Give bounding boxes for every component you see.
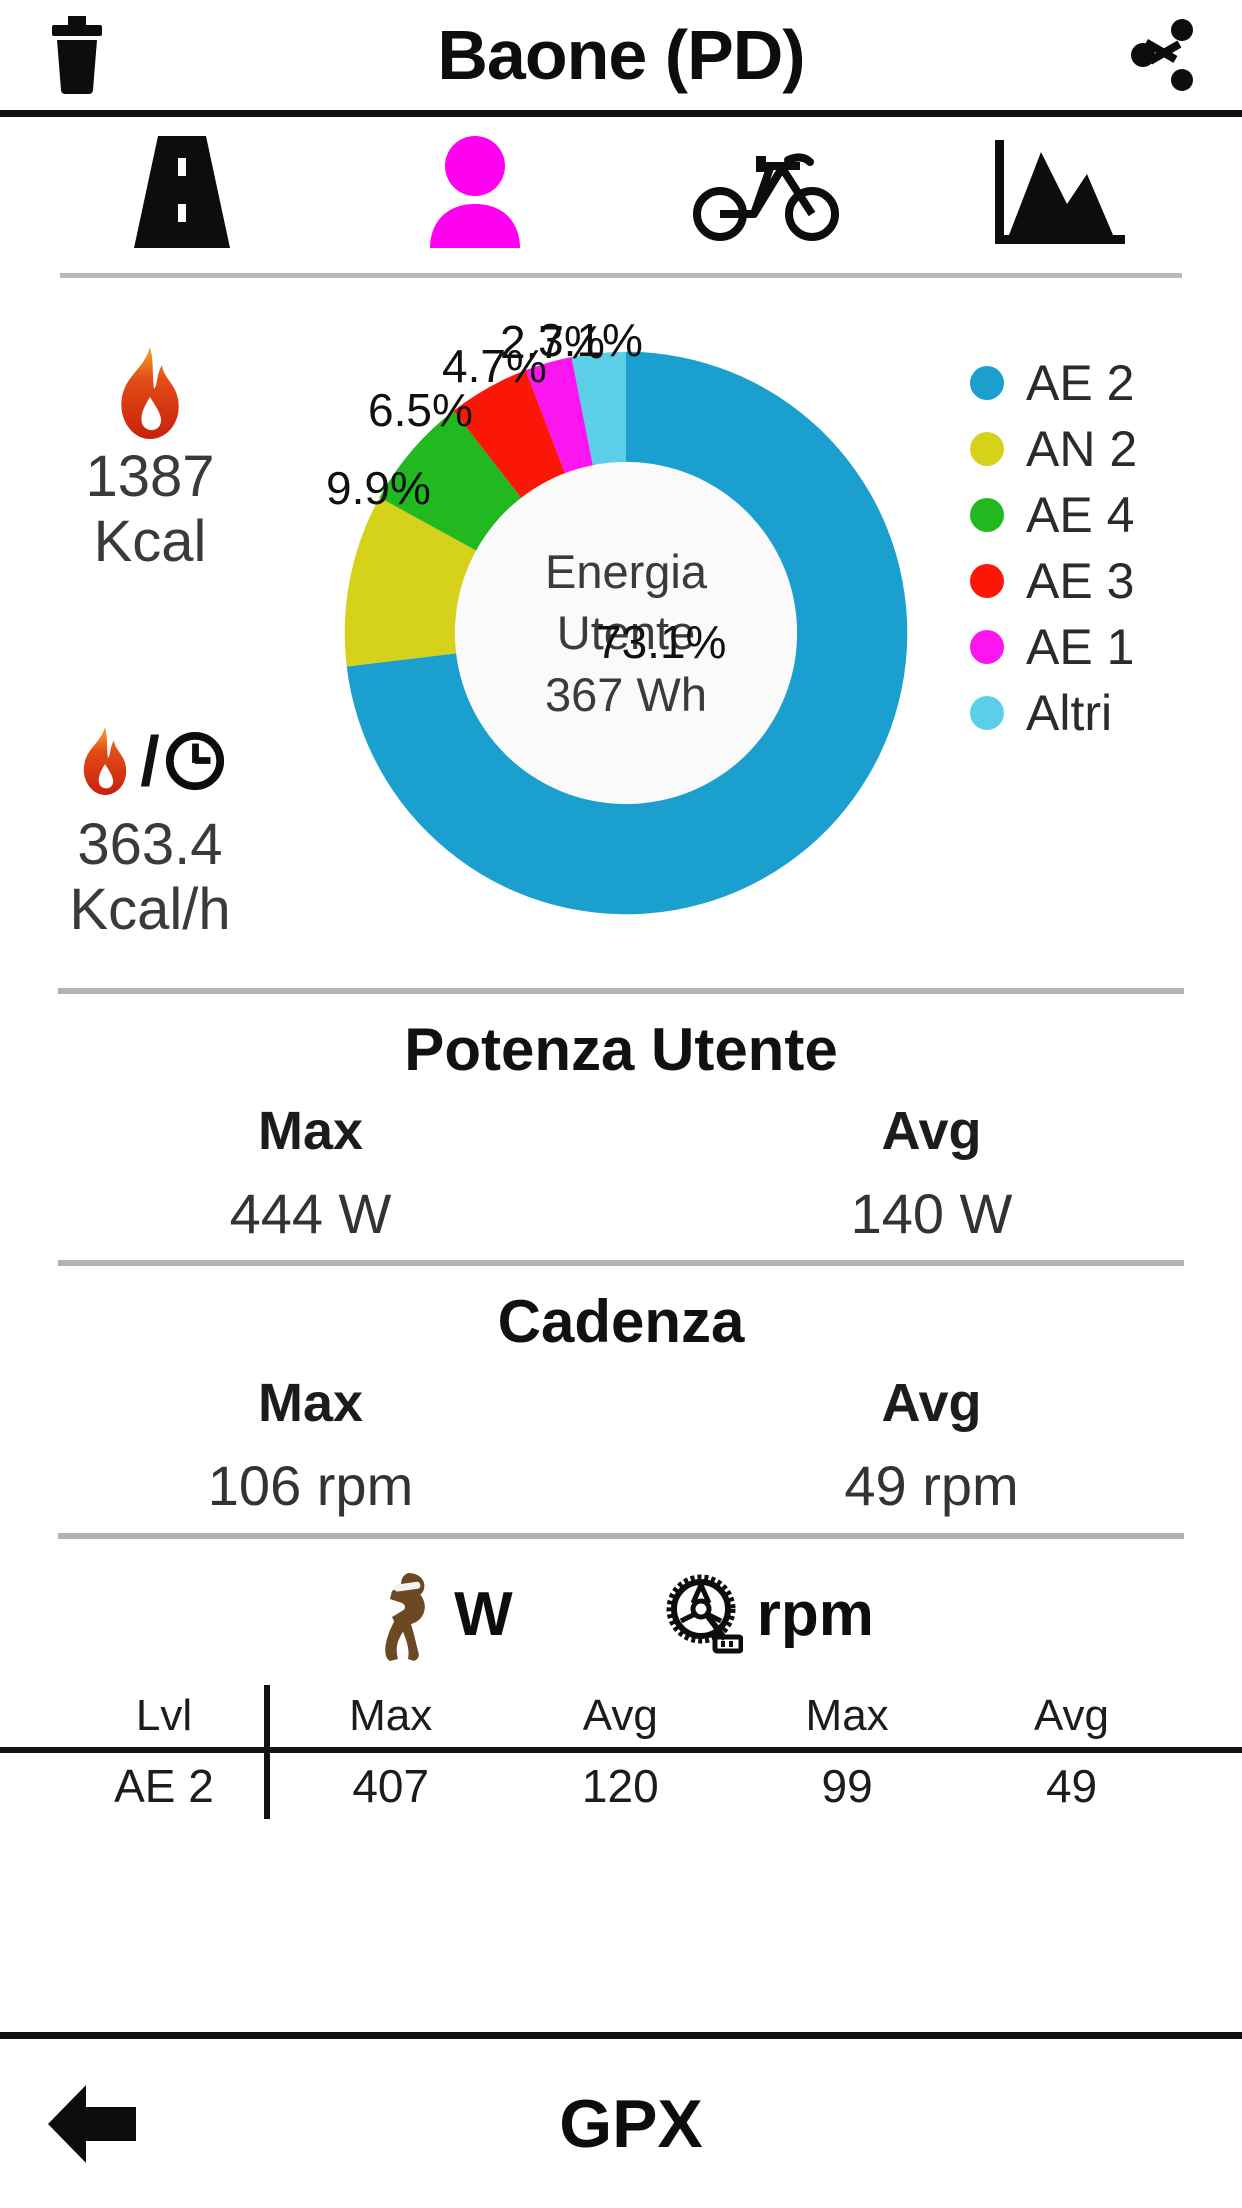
person-icon bbox=[429, 136, 520, 248]
table-cell-cadence-avg: 49 bbox=[1045, 1759, 1098, 1812]
donut-slice-ae-1[interactable] bbox=[525, 357, 594, 478]
table-cell-power-max: 407 bbox=[352, 1759, 430, 1812]
cadenza-section-divider bbox=[58, 1532, 1184, 1539]
legend-color-swatch-icon bbox=[970, 498, 1004, 532]
section-title: Cadenza bbox=[497, 1288, 745, 1356]
levels-table-zone: W rpm Lvl Max Avg Max Avg bbox=[0, 1539, 1242, 1819]
legend-color-swatch-icon bbox=[970, 564, 1004, 598]
chainring-icon bbox=[666, 1574, 743, 1654]
road-icon bbox=[134, 136, 231, 248]
flame-icon bbox=[84, 727, 127, 796]
donut-slice-ae-3[interactable] bbox=[453, 370, 567, 502]
calories-unit: Kcal bbox=[93, 508, 207, 574]
bicycle-icon bbox=[693, 153, 840, 241]
page-title: Baone (PD) bbox=[437, 16, 805, 94]
elevation-chart-icon bbox=[994, 140, 1125, 244]
legend-item[interactable]: AE 3 bbox=[970, 556, 1242, 606]
calorie-rate-unit: Kcal/h bbox=[69, 877, 231, 943]
app-bar: Baone (PD) bbox=[0, 0, 1242, 110]
calories-value: 1387 bbox=[85, 444, 215, 509]
legend-label: AE 3 bbox=[1026, 553, 1135, 609]
table-pad-left bbox=[0, 1685, 64, 1750]
table-header-lvl: Lvl bbox=[64, 1684, 270, 1750]
legend-color-swatch-icon bbox=[970, 432, 1004, 466]
calorie-rate-stat: / 363.4 Kcal/h bbox=[69, 709, 230, 943]
metric-value-row: 106 rpm 49 rpm bbox=[0, 1438, 1242, 1523]
legend-item[interactable]: Altri bbox=[970, 688, 1242, 738]
levels-table: Lvl Max Avg Max Avg AE 2 407 120 99 49 bbox=[0, 1684, 1242, 1819]
table-header-power-max: Max bbox=[349, 1690, 433, 1740]
calorie-rate-value: 363.4 bbox=[77, 812, 223, 878]
metric-head-max: Max bbox=[257, 1373, 364, 1434]
energy-stats-column: 1387 Kcal / bbox=[0, 323, 300, 943]
metric-value-max: 444 W bbox=[229, 1181, 392, 1245]
appbar-divider bbox=[0, 110, 1242, 117]
section-title: Potenza Utente bbox=[404, 1016, 838, 1083]
table-header-row: Lvl Max Avg Max Avg bbox=[0, 1684, 1242, 1750]
donut-slice-altri[interactable] bbox=[571, 351, 626, 471]
flame-icon bbox=[108, 341, 192, 445]
metric-head-row: Max Avg bbox=[0, 1370, 1242, 1438]
legend-item[interactable]: AE 4 bbox=[970, 490, 1242, 540]
table-row[interactable]: AE 2 407 120 99 49 bbox=[0, 1749, 1242, 1819]
metric-value-avg: 49 rpm bbox=[844, 1453, 1019, 1517]
table-cell-cadence-max: 99 bbox=[821, 1759, 873, 1812]
power-unit-group: W bbox=[368, 1569, 513, 1661]
legend-label: AE 1 bbox=[1026, 619, 1135, 675]
donut-slice-ae-2[interactable] bbox=[346, 351, 908, 915]
legend-item[interactable]: AE 2 bbox=[970, 358, 1242, 408]
potenza-section-divider bbox=[58, 1260, 1184, 1267]
tab-road[interactable] bbox=[92, 132, 272, 252]
donut-svg bbox=[344, 351, 908, 915]
table-icon-row: W rpm bbox=[0, 1555, 1242, 1675]
per-separator: / bbox=[140, 722, 160, 801]
metric-value-avg: 140 W bbox=[850, 1181, 1013, 1245]
table-cell-power-avg: 120 bbox=[581, 1759, 659, 1812]
legend-item[interactable]: AN 2 bbox=[970, 424, 1242, 474]
metric-head-avg: Avg bbox=[881, 1101, 982, 1161]
tab-user[interactable] bbox=[385, 132, 565, 252]
cadence-unit-group: rpm bbox=[663, 1571, 874, 1659]
table-header-power-avg: Avg bbox=[582, 1690, 658, 1740]
trash-icon[interactable] bbox=[34, 12, 120, 98]
table-pad-right bbox=[1178, 1685, 1242, 1750]
legend-item[interactable]: AE 1 bbox=[970, 622, 1242, 672]
power-unit-label: W bbox=[454, 1579, 513, 1649]
metric-head-avg: Avg bbox=[881, 1373, 982, 1434]
back-arrow-icon[interactable] bbox=[40, 2081, 150, 2167]
energy-donut-chart[interactable]: Energia Utente 367 Wh 73.1% 9.9% 6.5% 4.… bbox=[300, 283, 952, 983]
metric-value-row: 444 W 140 W bbox=[0, 1166, 1242, 1251]
legend-label: AE 2 bbox=[1026, 355, 1135, 411]
legend-color-swatch-icon bbox=[970, 366, 1004, 400]
tab-elevation[interactable] bbox=[970, 132, 1150, 252]
table-header-cadence-max: Max bbox=[805, 1690, 889, 1740]
metric-value-max: 106 rpm bbox=[207, 1453, 414, 1517]
section-cadenza: Cadenza Max Avg 106 rpm 49 rpm bbox=[0, 1266, 1242, 1532]
cyclist-icon bbox=[385, 1572, 425, 1661]
donut-slice-an-2[interactable] bbox=[344, 497, 481, 667]
legend-label: AE 4 bbox=[1026, 487, 1135, 543]
chart-section-divider bbox=[58, 988, 1184, 994]
energy-chart-panel: 1387 Kcal / bbox=[0, 278, 1242, 988]
gpx-button-label[interactable]: GPX bbox=[559, 2085, 703, 2162]
legend-label: AN 2 bbox=[1026, 421, 1138, 477]
chart-legend: AE 2 AN 2 AE 4 AE 3 AE 1 Altri bbox=[952, 358, 1242, 738]
calories-stat: 1387 Kcal bbox=[85, 341, 215, 575]
table-cell-lvl: AE 2 bbox=[64, 1749, 270, 1819]
legend-color-swatch-icon bbox=[970, 630, 1004, 664]
clock-icon bbox=[165, 732, 224, 791]
metric-head-row: Max Avg bbox=[0, 1098, 1242, 1166]
metric-head-max: Max bbox=[257, 1101, 364, 1161]
cadence-unit-label: rpm bbox=[756, 1579, 874, 1649]
section-potenza-utente: Potenza Utente Max Avg 444 W 140 W bbox=[0, 994, 1242, 1260]
table-header-cadence-avg: Avg bbox=[1034, 1690, 1110, 1740]
tab-bar bbox=[0, 117, 1242, 267]
bottom-bar: GPX bbox=[0, 2032, 1242, 2208]
tab-section-divider bbox=[60, 273, 1182, 278]
legend-label: Altri bbox=[1026, 685, 1113, 741]
donut-slice-ae-4[interactable] bbox=[379, 410, 525, 554]
legend-color-swatch-icon bbox=[970, 696, 1004, 730]
tab-bike[interactable] bbox=[677, 132, 857, 252]
share-icon[interactable] bbox=[1122, 12, 1208, 98]
